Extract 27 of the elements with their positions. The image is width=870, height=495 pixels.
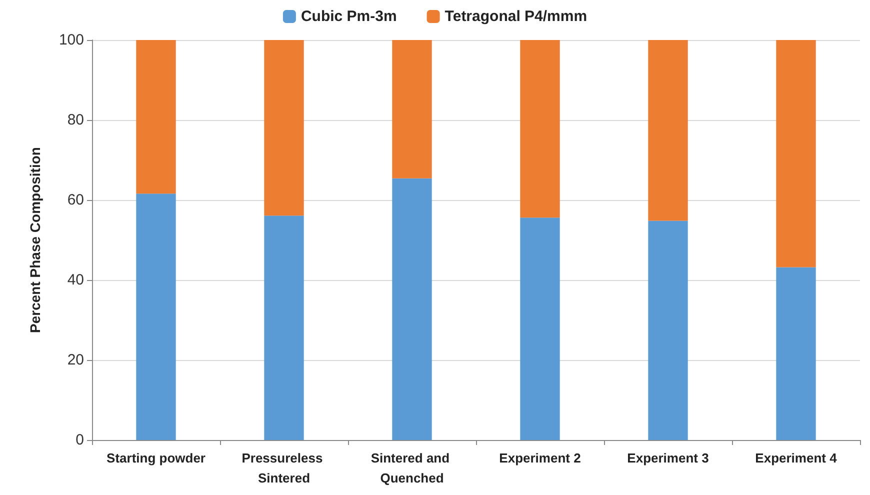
bar — [520, 40, 560, 218]
bar — [392, 40, 432, 178]
x-tick-label: Experiment 2 — [499, 450, 581, 466]
bar — [392, 178, 432, 440]
x-tick-label: Pressureless Sintered — [242, 450, 326, 486]
y-tick-label: 80 — [67, 112, 84, 128]
bar — [520, 218, 560, 440]
legend-label: Tetragonal P4/mmm — [444, 8, 588, 25]
x-tick-label: Starting powder — [106, 450, 206, 466]
y-tick-label: 20 — [67, 352, 84, 368]
bar — [776, 40, 816, 268]
bar — [776, 267, 816, 440]
bar — [136, 194, 176, 440]
bar — [648, 220, 688, 440]
bar — [264, 216, 304, 440]
y-tick-label: 40 — [67, 272, 84, 288]
y-axis-title: Percent Phase Composition — [27, 147, 43, 333]
y-tick-label: 60 — [67, 192, 84, 208]
y-tick-label: 100 — [58, 32, 84, 48]
bar — [648, 40, 688, 221]
bar — [264, 40, 304, 216]
y-tick-label: 0 — [76, 432, 84, 448]
x-tick-label: Experiment 3 — [627, 450, 709, 466]
legend-label: Cubic Pm-3m — [300, 8, 397, 25]
bar — [136, 40, 176, 194]
x-tick-label: Experiment 4 — [755, 450, 838, 466]
x-tick-label: Sintered and Quenched — [370, 450, 454, 486]
